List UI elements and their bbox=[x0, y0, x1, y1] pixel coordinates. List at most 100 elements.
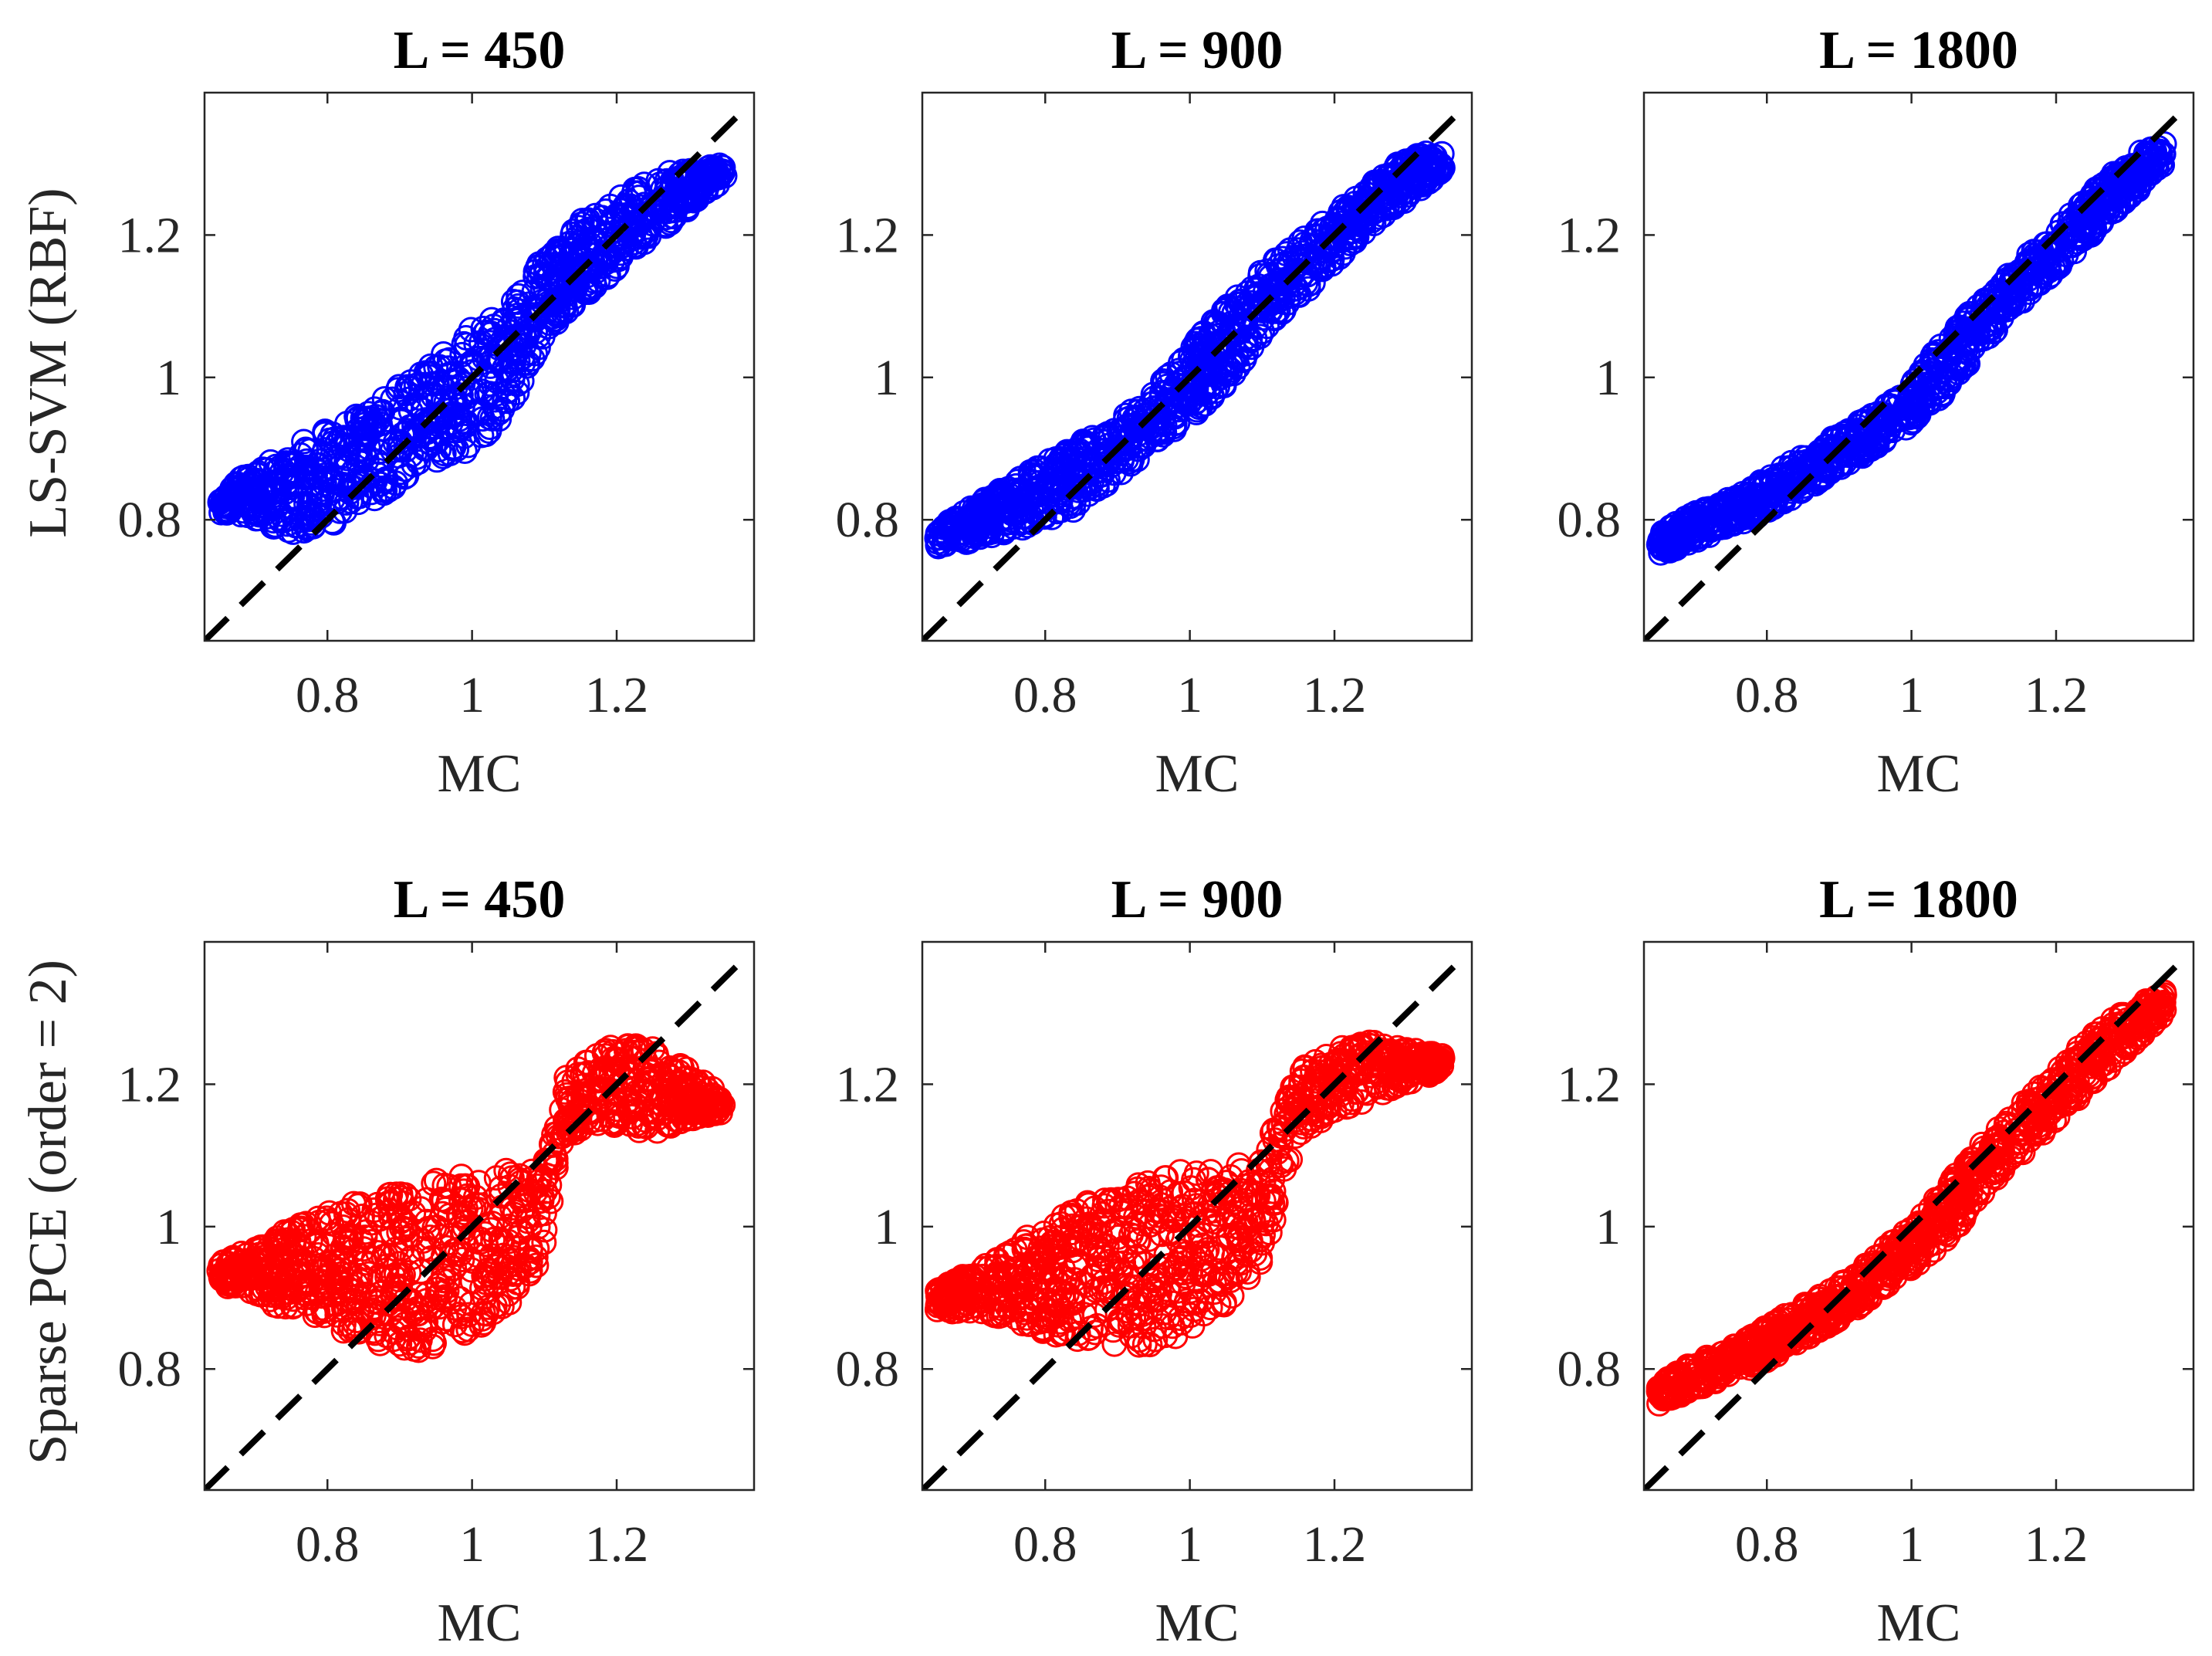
x-axis-label: MC bbox=[1877, 744, 1961, 804]
panel-title: L = 1800 bbox=[1819, 21, 2018, 80]
scatter-point bbox=[430, 1243, 456, 1269]
scatter-points bbox=[206, 1033, 736, 1363]
scatter-point bbox=[1074, 1206, 1100, 1232]
scatter-point bbox=[1219, 349, 1246, 375]
panel-title: L = 900 bbox=[1111, 21, 1284, 80]
scatter-point bbox=[272, 1294, 299, 1320]
scatter-point bbox=[1287, 229, 1314, 256]
scatter-point bbox=[1160, 1207, 1186, 1234]
scatter-point bbox=[1270, 1098, 1296, 1124]
scatter-point bbox=[326, 444, 353, 470]
scatter-point bbox=[374, 1264, 401, 1290]
scatter-point bbox=[1276, 266, 1302, 292]
scatter-point bbox=[391, 1216, 418, 1241]
scatter-point bbox=[460, 1248, 485, 1275]
scatter-point bbox=[1988, 305, 2014, 331]
scatter-point bbox=[273, 450, 299, 476]
scatter-point bbox=[1875, 418, 1902, 444]
scatter-point bbox=[682, 1090, 708, 1116]
scatter-point bbox=[388, 459, 414, 486]
scatter-point bbox=[1190, 334, 1216, 361]
scatter-point bbox=[1214, 361, 1240, 388]
scatter-point bbox=[988, 1302, 1014, 1329]
scatter-point bbox=[468, 1226, 494, 1252]
scatter-point bbox=[432, 348, 458, 374]
scatter-point bbox=[326, 1264, 353, 1290]
scatter-point bbox=[1424, 1048, 1450, 1074]
scatter-point bbox=[352, 1224, 378, 1251]
scatter-point bbox=[560, 1108, 587, 1134]
scatter-point bbox=[1726, 489, 1752, 515]
scatter-point bbox=[474, 381, 500, 408]
scatter-point bbox=[1211, 297, 1237, 323]
scatter-point bbox=[1378, 194, 1404, 220]
scatter-point bbox=[431, 1286, 458, 1312]
scatter-point bbox=[216, 493, 242, 519]
scatter-point bbox=[1933, 374, 1959, 400]
scatter-point bbox=[991, 520, 1016, 546]
scatter-point bbox=[459, 1268, 485, 1295]
scatter-point bbox=[1955, 306, 1981, 333]
scatter-point bbox=[1217, 321, 1243, 347]
scatter-point bbox=[1066, 473, 1092, 500]
scatter-point bbox=[607, 244, 634, 270]
scatter-point bbox=[1036, 1257, 1061, 1283]
scatter-point bbox=[1167, 1305, 1193, 1331]
y-tick-label: 0.8 bbox=[836, 1341, 900, 1397]
plot-frame bbox=[921, 91, 1473, 642]
scatter-point bbox=[383, 1261, 409, 1288]
scatter-point bbox=[479, 406, 506, 432]
scatter-point bbox=[1428, 154, 1454, 181]
x-axis-label: MC bbox=[1155, 1593, 1240, 1653]
scatter-point bbox=[947, 1292, 973, 1319]
scatter-point bbox=[401, 1200, 427, 1226]
scatter-point bbox=[1064, 441, 1091, 467]
scatter-point bbox=[1105, 1224, 1131, 1250]
panel-title: L = 450 bbox=[394, 21, 566, 80]
scatter-point bbox=[1260, 1207, 1287, 1233]
scatter-point bbox=[453, 1196, 479, 1222]
scatter-point bbox=[450, 408, 476, 435]
scatter-point bbox=[1310, 252, 1336, 279]
scatter-point bbox=[259, 513, 286, 540]
scatter-point bbox=[1128, 415, 1154, 441]
scatter-point bbox=[1700, 511, 1727, 537]
scatter-point bbox=[282, 458, 308, 484]
y-tick-label: 1.2 bbox=[118, 207, 182, 263]
scatter-point bbox=[377, 1190, 403, 1217]
scatter-point bbox=[615, 1034, 641, 1059]
scatter-point bbox=[583, 202, 608, 229]
scatter-point bbox=[501, 361, 527, 387]
scatter-point bbox=[1334, 204, 1361, 230]
scatter-point bbox=[243, 499, 269, 525]
x-tick-label: 1.2 bbox=[585, 1516, 649, 1573]
scatter-point bbox=[686, 171, 712, 198]
scatter-point bbox=[591, 1040, 617, 1066]
scatter-point bbox=[1165, 1278, 1191, 1304]
scatter-point bbox=[1173, 1241, 1199, 1267]
scatter-point bbox=[1229, 1158, 1254, 1184]
scatter-point bbox=[1061, 438, 1087, 464]
scatter-point bbox=[1270, 297, 1297, 323]
scatter-point bbox=[1054, 1269, 1081, 1295]
scatter-point bbox=[1212, 1177, 1238, 1204]
y-tick-label: 1.2 bbox=[1558, 207, 1622, 263]
scatter-point bbox=[330, 1282, 356, 1308]
scatter-point bbox=[1394, 151, 1420, 178]
scatter-point bbox=[1101, 1331, 1128, 1357]
scatter-point bbox=[1080, 1264, 1106, 1290]
scatter-point bbox=[1046, 487, 1072, 513]
panel-title: L = 900 bbox=[1111, 870, 1284, 930]
y-tick-label: 1 bbox=[1595, 350, 1621, 406]
scatter-point bbox=[473, 422, 499, 448]
scatter-point bbox=[1784, 472, 1810, 498]
x-tick-label: 1 bbox=[459, 667, 485, 723]
scatter-point bbox=[1382, 177, 1408, 203]
scatter-point bbox=[417, 1224, 443, 1251]
scatter-point bbox=[1275, 1095, 1301, 1121]
scatter-point bbox=[531, 1229, 557, 1255]
scatter-point bbox=[487, 1204, 513, 1230]
scatter-point bbox=[572, 279, 598, 306]
scatter-point bbox=[959, 1287, 985, 1313]
